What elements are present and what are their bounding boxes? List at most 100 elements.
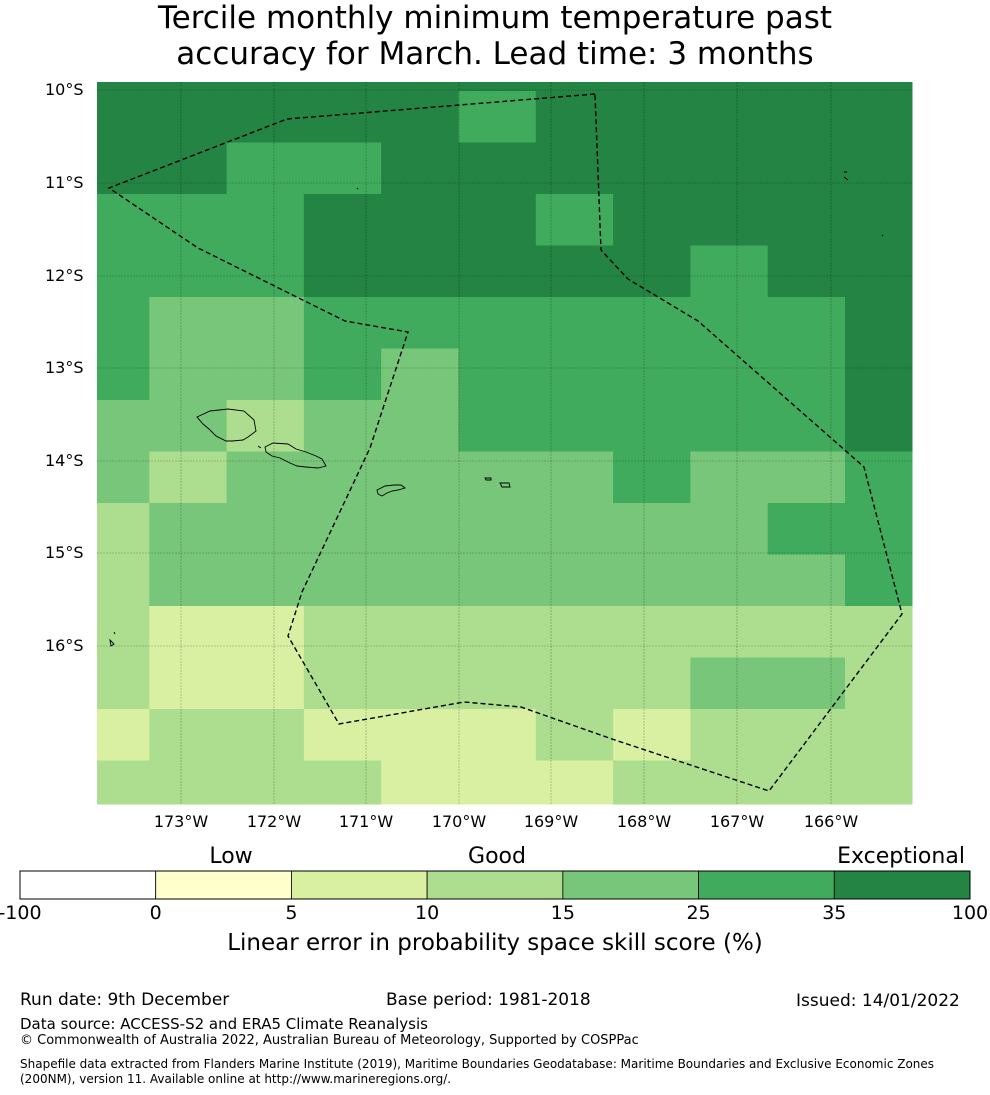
longitude-label: 168°W <box>616 812 672 831</box>
skill-cell <box>613 503 691 555</box>
skill-cell <box>149 82 228 92</box>
skill-cell <box>226 709 305 761</box>
skill-cell <box>97 245 150 298</box>
skill-cell <box>767 142 846 195</box>
longitude-label: 172°W <box>246 812 302 831</box>
skill-cell <box>97 82 150 92</box>
skill-cell <box>767 760 846 805</box>
skill-cell <box>97 554 150 607</box>
skill-cell <box>381 451 459 504</box>
islands <box>109 171 884 647</box>
skill-cell <box>458 554 537 607</box>
skill-cell <box>149 91 228 143</box>
skill-cell <box>613 554 691 607</box>
skill-cell <box>845 657 913 710</box>
skill-cell <box>690 297 769 349</box>
skill-cell <box>613 82 691 92</box>
skill-cell <box>690 348 769 401</box>
skill-cell <box>381 142 459 195</box>
skill-cell <box>767 606 846 658</box>
skill-cell <box>303 709 382 761</box>
skill-cell <box>149 348 228 401</box>
skill-cell <box>535 657 614 710</box>
issued-date: Issued: 14/01/2022 <box>796 991 960 1011</box>
skill-cell <box>381 400 459 452</box>
colorbar-tick-label: 15 <box>550 902 575 924</box>
swains-island <box>843 171 849 181</box>
skill-cell <box>226 142 305 195</box>
skill-cell <box>226 657 305 710</box>
skill-cell <box>458 606 537 658</box>
skill-cell <box>226 451 305 504</box>
skill-cell <box>149 657 228 710</box>
longitude-label: 167°W <box>709 812 765 831</box>
skill-cell <box>303 760 382 805</box>
colorbar-category-low: Low <box>209 844 253 869</box>
skill-cell <box>97 194 150 246</box>
skill-cell <box>381 245 459 298</box>
skill-cell <box>149 451 228 504</box>
skill-cell <box>535 348 614 401</box>
skill-cell <box>690 503 769 555</box>
skill-cell <box>613 606 691 658</box>
skill-cell <box>535 82 614 92</box>
longitude-label: 169°W <box>523 812 579 831</box>
skill-cell <box>690 194 769 246</box>
skill-cell <box>845 297 913 349</box>
skill-cell <box>381 82 459 92</box>
skill-cell <box>149 554 228 607</box>
skill-cell <box>97 709 150 761</box>
skill-cell <box>613 348 691 401</box>
skill-cell <box>226 91 305 143</box>
skill-cell <box>149 400 228 452</box>
skill-cell <box>458 760 537 805</box>
latitude-label: 10°S <box>45 80 84 99</box>
skill-cell <box>458 348 537 401</box>
tau-island <box>499 482 511 488</box>
latitude-label: 12°S <box>45 266 84 285</box>
latitude-label: 11°S <box>45 173 84 192</box>
skill-cell <box>690 451 769 504</box>
longitude-label: 170°W <box>431 812 487 831</box>
tokelau-atoll <box>356 187 359 190</box>
skill-cell <box>535 245 614 298</box>
skill-cell <box>690 606 769 658</box>
skill-cell <box>613 451 691 504</box>
chart-title-line-1: Tercile monthly minimum temperature past <box>157 0 833 36</box>
skill-cell <box>381 348 459 401</box>
skill-cell <box>767 91 846 143</box>
skill-cell <box>97 348 150 401</box>
skill-cell <box>458 400 537 452</box>
skill-cell <box>767 348 846 401</box>
colorbar-tick-label: 5 <box>285 902 298 924</box>
skill-cell <box>767 451 846 504</box>
colorbar-outline <box>19 870 971 900</box>
skill-cell <box>458 451 537 504</box>
skill-cell <box>381 194 459 246</box>
skill-cell <box>845 82 913 92</box>
skill-cell <box>845 554 913 607</box>
skill-cell <box>226 82 305 92</box>
skill-cell <box>767 194 846 246</box>
skill-cell <box>149 245 228 298</box>
skill-cell <box>535 606 614 658</box>
skill-cell <box>97 606 150 658</box>
skill-cell <box>535 709 614 761</box>
copyright: © Commonwealth of Australia 2022, Austra… <box>20 1033 639 1048</box>
skill-cell <box>226 606 305 658</box>
skill-cell <box>690 91 769 143</box>
skill-grid <box>97 82 913 805</box>
skill-cell <box>458 297 537 349</box>
skill-cell <box>381 503 459 555</box>
skill-cell <box>303 82 382 92</box>
skill-cell <box>613 142 691 195</box>
wallis-futuna <box>109 631 116 647</box>
skill-cell <box>767 709 846 761</box>
tutuila-island <box>376 484 406 497</box>
skill-cell <box>613 194 691 246</box>
skill-cell <box>303 400 382 452</box>
skill-cell <box>535 503 614 555</box>
skill-cell <box>97 400 150 452</box>
skill-cell <box>535 554 614 607</box>
